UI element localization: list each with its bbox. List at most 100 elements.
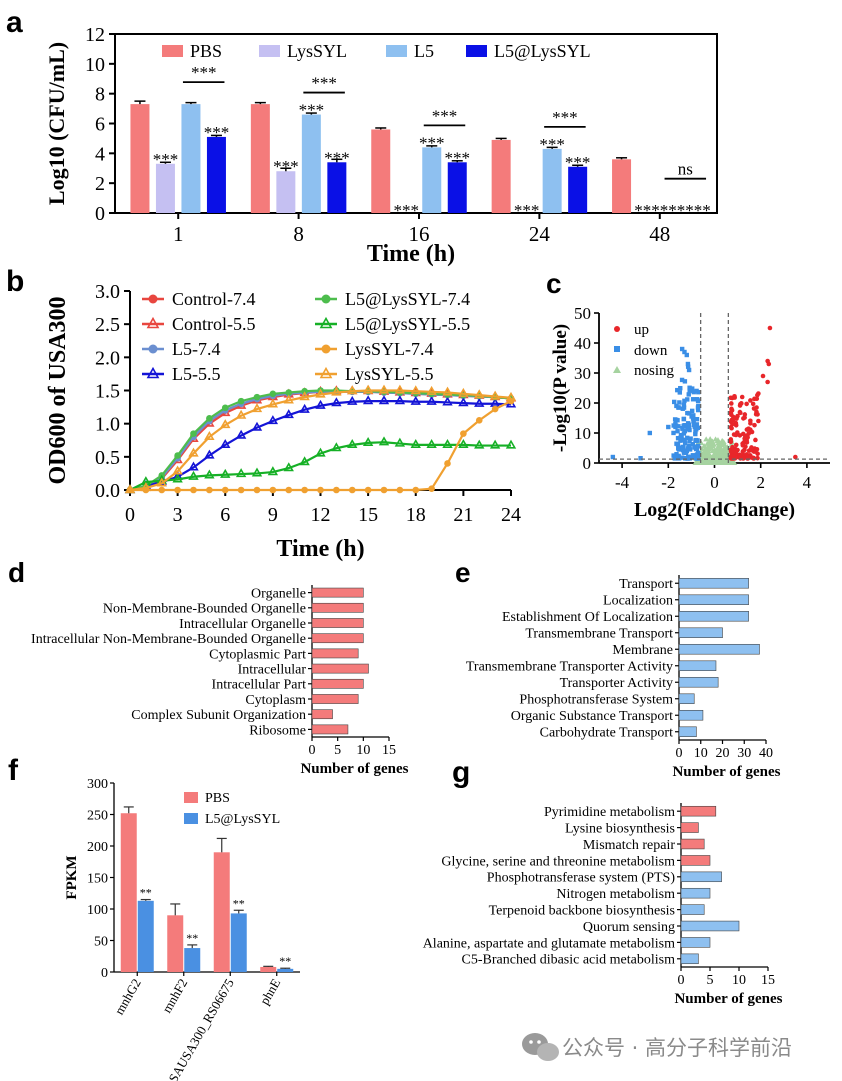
bar	[250, 104, 270, 213]
panel-label-c: c	[546, 268, 562, 299]
point	[267, 466, 279, 476]
bar	[155, 163, 175, 213]
y-tick-label: 300	[87, 777, 108, 792]
point-up	[755, 451, 760, 457]
point-down	[680, 444, 686, 450]
point	[331, 386, 342, 396]
bar	[311, 648, 359, 659]
point	[299, 403, 310, 413]
point-down	[677, 400, 682, 405]
point-up	[767, 325, 773, 331]
y-tick-label: 150	[87, 872, 108, 887]
category-label: Phosphotransferase system (PTS)	[487, 871, 676, 886]
bar	[678, 594, 749, 605]
point-down	[690, 441, 696, 447]
x-tick-label: 6	[220, 504, 230, 526]
y-tick-label: 200	[87, 840, 108, 855]
bar	[327, 162, 347, 213]
point	[380, 486, 388, 494]
x-tick-label: 24	[501, 504, 521, 526]
bracket-label: ***	[311, 74, 337, 93]
bar	[678, 627, 723, 638]
point	[267, 398, 279, 408]
point-up	[728, 395, 733, 401]
point	[458, 387, 469, 397]
point	[442, 438, 453, 448]
point	[489, 439, 501, 449]
point-down	[682, 349, 687, 355]
y-tick-label: 250	[87, 809, 108, 824]
point	[172, 465, 183, 475]
point-nosing	[718, 451, 725, 457]
point	[253, 486, 261, 494]
point-down	[678, 438, 683, 443]
point-down	[676, 454, 681, 460]
bar	[301, 114, 321, 213]
point	[333, 486, 340, 494]
point	[317, 486, 324, 494]
x-axis-label: Number of genes	[674, 991, 782, 1007]
y-tick-label: 50	[94, 935, 108, 950]
point-nosing	[710, 459, 717, 465]
point	[146, 316, 160, 329]
point	[158, 486, 166, 494]
point	[394, 395, 406, 405]
y-tick-label: 2	[95, 173, 105, 195]
category-label: Phosphotransferase System	[519, 693, 673, 708]
point	[315, 388, 326, 398]
point	[474, 389, 485, 399]
x-tick-label: 4	[803, 473, 812, 492]
point	[394, 437, 406, 447]
point-down	[693, 431, 698, 437]
x-tick-label: 0	[125, 504, 135, 526]
point	[221, 404, 229, 412]
point-nosing	[703, 436, 710, 442]
x-tick-label: 1	[173, 222, 184, 246]
y-tick-label: 50	[574, 304, 591, 323]
point-nosing	[717, 440, 724, 446]
bar	[206, 136, 226, 213]
watermark-text: 公众号 · 高分子科学前沿	[562, 1036, 792, 1060]
y-tick-label: 0	[101, 966, 108, 981]
legend-label: PBS	[190, 41, 222, 61]
point-down	[674, 441, 679, 446]
category-label: Intracellular Non-Membrane-Bounded Organ…	[31, 632, 306, 647]
point-down	[647, 430, 653, 436]
point	[148, 344, 158, 354]
bar	[678, 726, 697, 737]
point	[174, 452, 181, 459]
point-down	[695, 407, 701, 413]
point-down	[676, 446, 681, 451]
panel-label-e: e	[455, 557, 471, 588]
x-tick-label: phnE	[257, 976, 284, 1007]
category-label: Glycine, serine and threonine metabolism	[441, 854, 675, 869]
bar	[120, 813, 137, 972]
series-line	[129, 400, 512, 492]
legend-swatch	[184, 792, 198, 803]
legend-swatch	[466, 45, 487, 57]
point-nosing	[717, 448, 724, 454]
point	[267, 415, 279, 425]
category-label: Alanine, aspartate and glutamate metabol…	[423, 936, 675, 951]
significance-label: ***	[685, 201, 711, 220]
y-tick-label: 4	[95, 143, 105, 165]
point-up	[746, 426, 751, 431]
point-down	[675, 435, 681, 441]
point	[394, 384, 406, 394]
bar	[678, 709, 704, 721]
y-tick-label: 2.0	[95, 347, 120, 369]
category-label: Terpenoid backbone biosynthesis	[489, 904, 675, 919]
point-down	[691, 419, 696, 424]
point-down	[680, 447, 686, 453]
point-down	[689, 408, 695, 414]
point-down	[685, 426, 690, 432]
bar	[678, 693, 695, 704]
x-tick-label: 0	[309, 743, 316, 758]
point-up	[793, 454, 798, 460]
point	[220, 468, 231, 478]
x-tick-label: 10	[694, 746, 708, 761]
bar	[678, 660, 717, 671]
y-tick-label: 100	[87, 903, 108, 918]
y-tick-label: 20	[574, 394, 591, 413]
